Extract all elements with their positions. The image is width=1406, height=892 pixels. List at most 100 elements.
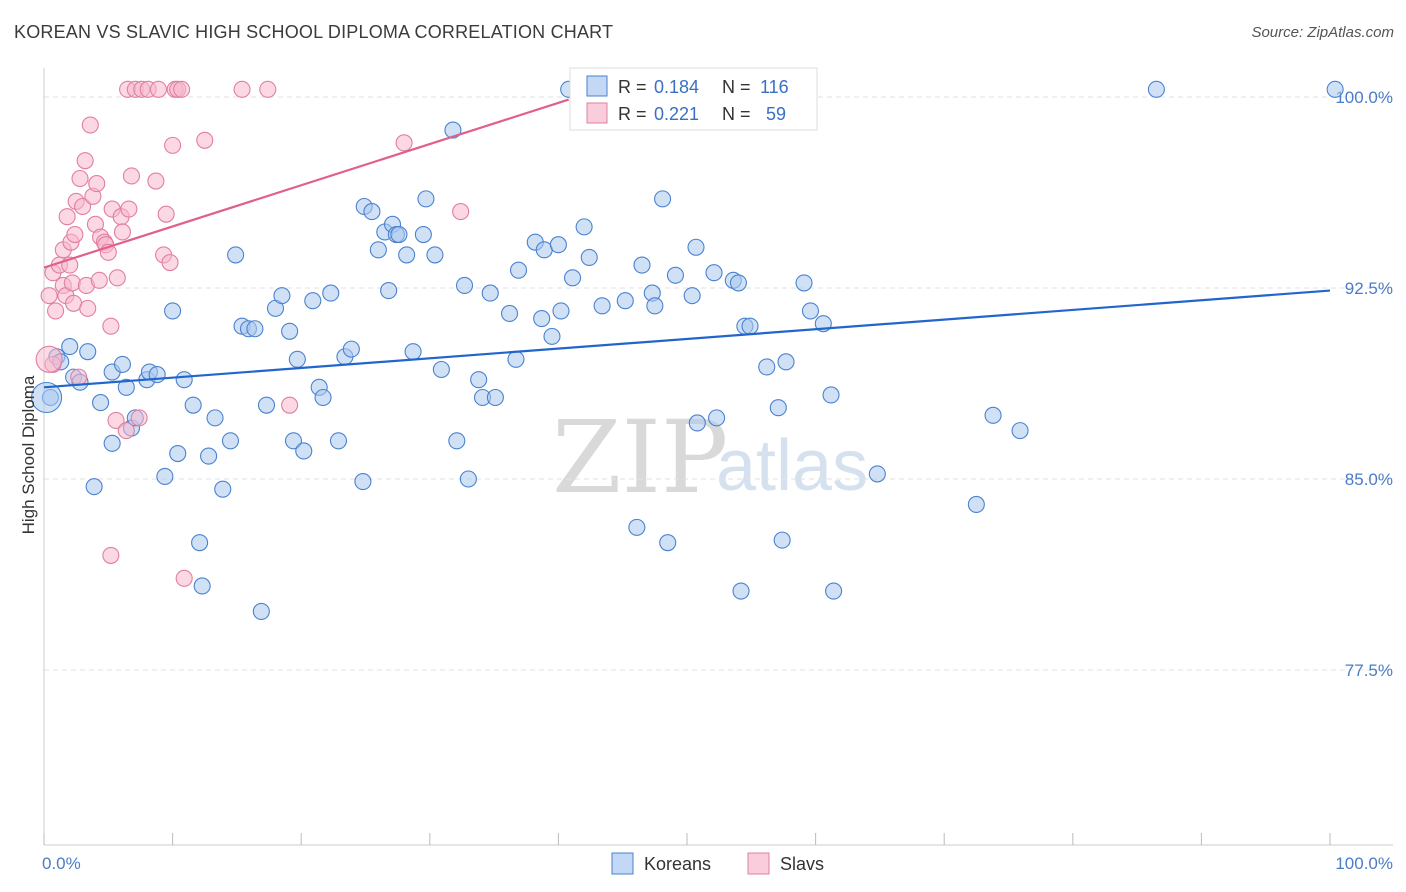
legend-koreans-n-label: N =: [722, 77, 751, 97]
stats-legend-box: [569, 67, 818, 131]
data-point-koreans: [795, 274, 813, 292]
data-point-slavs: [102, 546, 120, 564]
data-point-slavs-large: [35, 345, 63, 373]
data-point-slavs: [66, 225, 84, 244]
data-point-koreans: [61, 338, 79, 356]
data-point-koreans: [535, 241, 553, 259]
data-point-slavs: [281, 396, 299, 414]
data-point-koreans: [380, 281, 398, 300]
data-point-koreans: [486, 388, 504, 407]
data-point-koreans: [288, 350, 306, 368]
y-tick-label: 92.5%: [1345, 279, 1393, 298]
data-point-koreans: [284, 432, 303, 450]
data-point-koreans: [967, 495, 985, 514]
data-point-slavs: [47, 302, 65, 320]
data-point-koreans: [705, 264, 723, 282]
data-point-koreans: [369, 241, 387, 259]
trend-line-koreans: [43, 289, 1331, 389]
data-point-slavs: [130, 409, 148, 427]
data-point-koreans: [390, 225, 408, 244]
data-point-koreans: [683, 287, 701, 305]
data-point-koreans: [758, 358, 776, 376]
data-point-koreans: [227, 246, 245, 264]
data-point-koreans: [252, 602, 270, 620]
data-point-koreans: [246, 320, 264, 338]
data-point-koreans: [304, 292, 322, 310]
x-tick-label-min: 0.0%: [42, 854, 81, 873]
points-layer: [31, 80, 1344, 620]
data-point-koreans: [1011, 422, 1029, 440]
data-point-koreans: [543, 327, 561, 345]
data-point-koreans: [459, 470, 477, 488]
bottom-legend-swatch-slavs: [747, 852, 770, 875]
data-point-slavs: [88, 175, 106, 193]
data-point-slavs: [157, 205, 175, 223]
legend-koreans-r-value: 0.184: [654, 77, 699, 97]
data-point-koreans: [92, 394, 110, 412]
data-point-slavs: [108, 269, 126, 287]
data-point-koreans: [666, 266, 684, 284]
data-point-slavs: [233, 80, 251, 98]
data-point-slavs: [175, 569, 193, 587]
data-point-slavs: [76, 152, 94, 170]
y-tick-label: 77.5%: [1345, 661, 1393, 680]
chart-title: KOREAN VS SLAVIC HIGH SCHOOL DIPLOMA COR…: [14, 22, 614, 42]
y-tick-label: 85.0%: [1345, 470, 1393, 489]
data-point-koreans: [432, 360, 450, 379]
data-point-koreans: [455, 276, 474, 295]
x-tick-label-max: 100.0%: [1335, 854, 1393, 873]
data-point-slavs: [113, 223, 131, 241]
legend-koreans-n-value: 116: [760, 77, 789, 97]
data-point-koreans: [777, 353, 795, 371]
data-point-koreans: [175, 371, 193, 389]
data-point-koreans: [1326, 80, 1344, 98]
data-point-koreans: [688, 414, 706, 432]
data-point-koreans: [575, 218, 593, 236]
data-point-koreans: [281, 322, 299, 340]
data-point-koreans: [616, 292, 634, 310]
grid-layer: [44, 96, 1393, 671]
data-point-koreans: [214, 480, 232, 498]
data-point-koreans: [342, 340, 360, 358]
legend-slavs-n-label: N =: [722, 104, 751, 124]
data-point-koreans: [769, 399, 787, 417]
series-koreans: [41, 80, 1344, 620]
data-point-slavs: [102, 317, 120, 335]
legend-swatch-koreans: [586, 75, 608, 97]
watermark-atlas: atlas: [716, 426, 868, 506]
data-point-koreans: [801, 302, 820, 320]
data-point-koreans: [552, 302, 570, 320]
data-point-slavs: [147, 172, 165, 190]
data-point-slavs: [149, 80, 168, 98]
data-point-koreans: [741, 317, 759, 335]
data-point-koreans: [563, 269, 582, 287]
data-point-slavs: [259, 80, 277, 98]
data-point-slavs: [40, 287, 58, 305]
data-point-koreans: [193, 577, 211, 595]
bottom-legend-koreans: Koreans: [644, 854, 711, 874]
data-point-koreans: [533, 310, 551, 328]
data-point-koreans: [414, 225, 432, 244]
data-point-slavs: [164, 136, 182, 154]
data-point-slavs: [70, 368, 88, 386]
legend-koreans-r-label: R =: [618, 77, 647, 97]
data-point-slavs: [173, 80, 191, 98]
data-point-slavs: [90, 271, 108, 289]
data-point-koreans: [549, 236, 567, 254]
data-point-koreans: [314, 388, 332, 407]
data-point-koreans: [732, 582, 750, 600]
data-point-koreans: [868, 465, 886, 483]
chart-source: Source: ZipAtlas.com: [1251, 24, 1394, 41]
data-point-slavs: [122, 167, 140, 185]
data-point-koreans: [322, 284, 340, 302]
legend-slavs-r-label: R =: [618, 104, 647, 124]
data-point-koreans: [470, 371, 488, 389]
data-point-koreans: [295, 442, 313, 460]
data-point-koreans: [687, 238, 705, 256]
data-point-slavs: [395, 134, 413, 152]
data-point-slavs: [65, 294, 83, 312]
data-point-koreans: [825, 582, 843, 600]
data-point-slavs: [79, 299, 97, 317]
data-point-slavs: [196, 131, 214, 149]
